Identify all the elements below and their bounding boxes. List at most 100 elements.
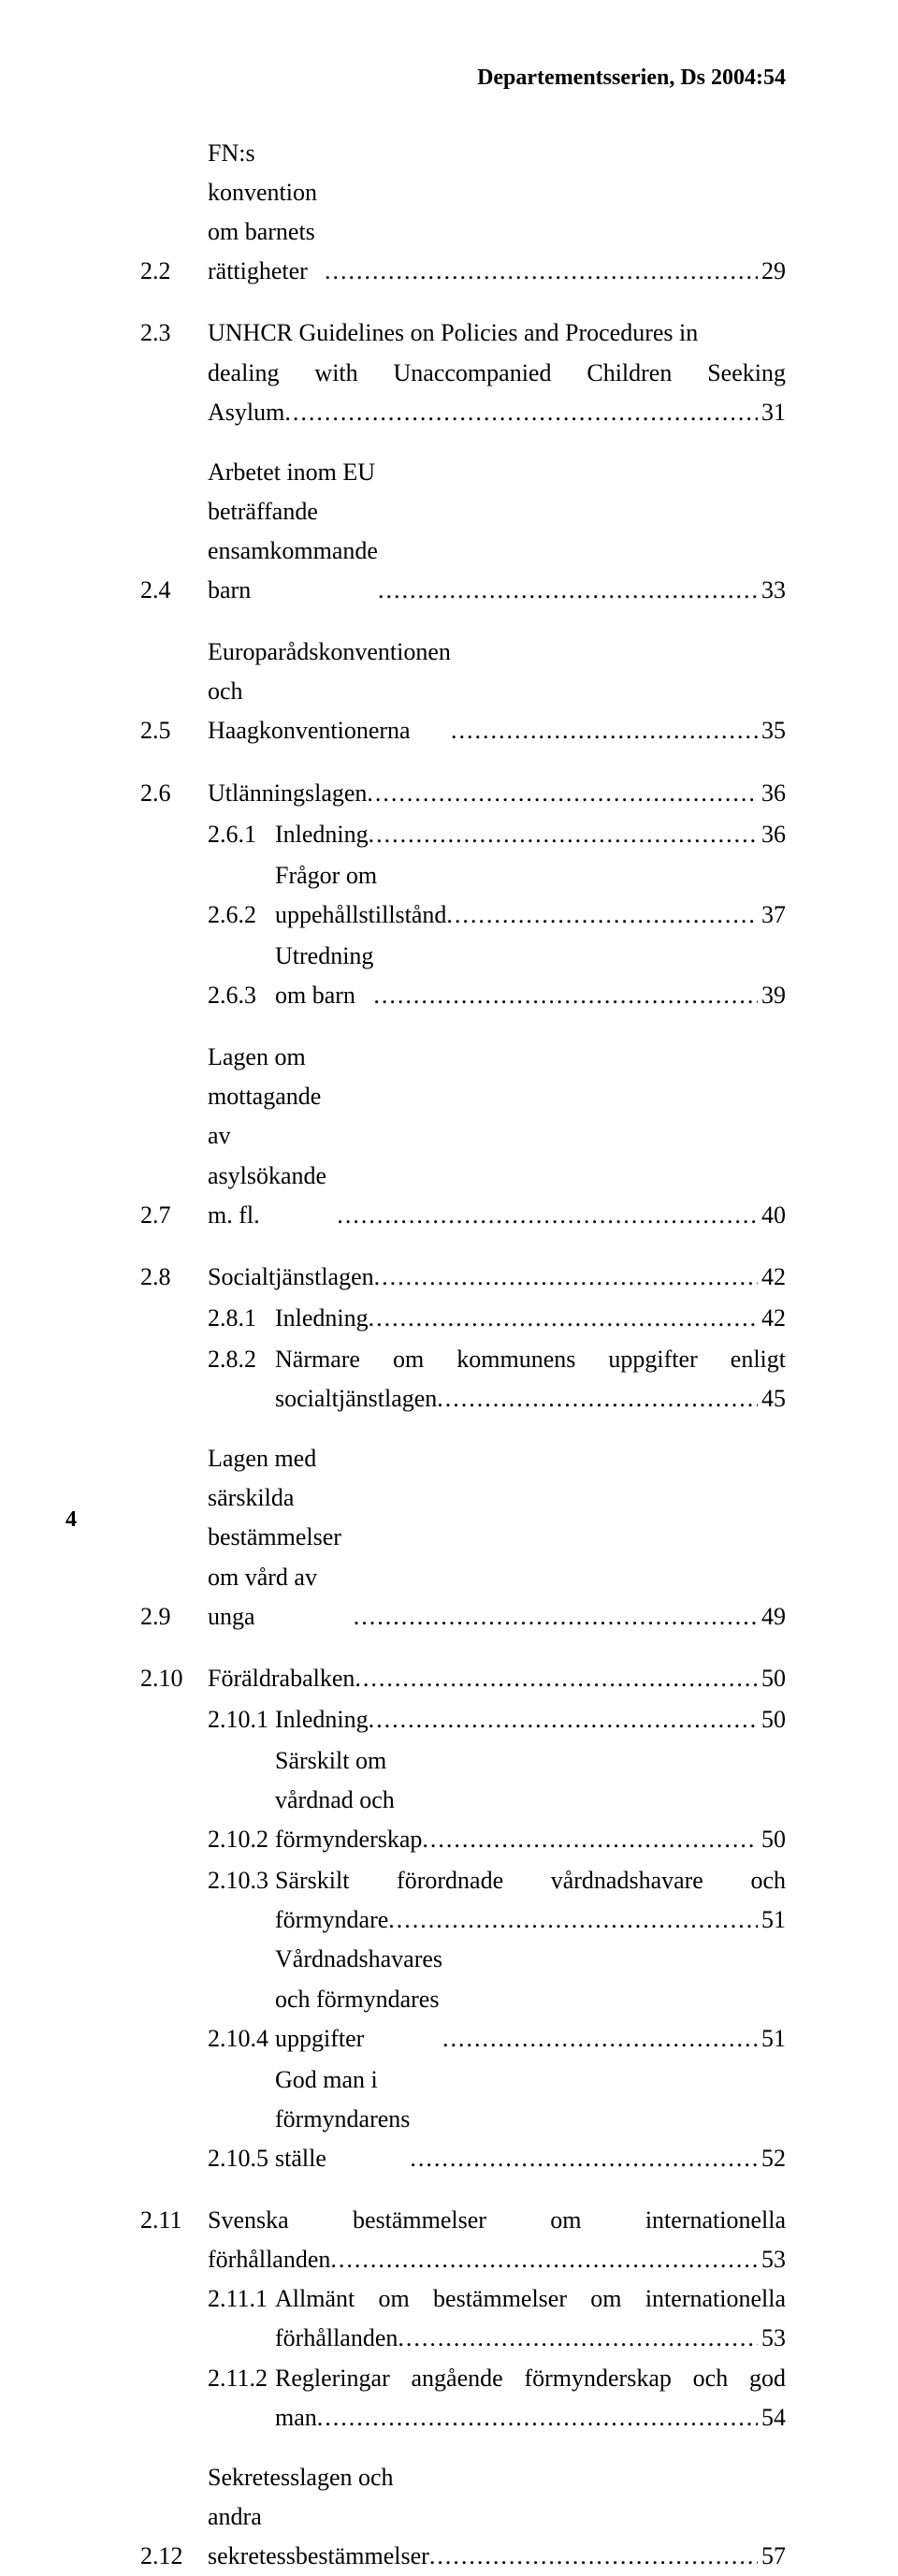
toc-entry-number: 2.12	[140, 2537, 208, 2576]
toc-entry-title: Regleringar angående förmynderskap och g…	[275, 2359, 786, 2398]
page-number: 4	[65, 1507, 77, 1533]
toc-entry-number: 2.8.2	[208, 1340, 275, 1379]
toc-entry-title: Särskilt om vårdnad och förmynderskap	[275, 1741, 422, 1859]
toc-entry: 2.4Arbetet inom EU beträffande ensamkomm…	[140, 453, 786, 610]
toc-leader	[337, 1196, 758, 1235]
toc-entry-number: 2.8	[140, 1258, 208, 1297]
toc-entry-page: 42	[758, 1299, 786, 1338]
toc-entry-number: 2.2	[140, 252, 208, 291]
toc-leader	[429, 2537, 758, 2576]
toc-entry-number: 2.7	[140, 1196, 208, 1235]
toc-leader	[355, 1659, 758, 1698]
toc-entry-title: Vårdnadshavares och förmyndares uppgifte…	[275, 1940, 442, 2058]
toc-entry-number: 2.11.2	[208, 2359, 275, 2398]
toc-entry-page: 45	[758, 1379, 786, 1419]
toc-entry-page: 37	[758, 895, 786, 935]
toc-entry: 2.7Lagen om mottagande av asylsökande m.…	[140, 1038, 786, 1235]
toc-gap	[140, 293, 786, 313]
toc-entry-title: förmyndare	[275, 1900, 388, 1940]
toc-leader	[317, 2398, 758, 2438]
toc-entry-number: 2.11.1	[208, 2279, 275, 2319]
toc-entry-title: Inledning	[275, 815, 369, 854]
toc-entry-number: 2.5	[140, 711, 208, 750]
toc-entry-page: 29	[758, 252, 786, 291]
toc-entry-page: 51	[758, 2019, 786, 2059]
toc-entry-number: 2.3	[140, 313, 208, 353]
toc-entry-page: 39	[758, 976, 786, 1015]
toc-entry-page: 36	[758, 774, 786, 813]
toc-entry: 2.11Svenska bestämmelser om internatione…	[140, 2201, 786, 2240]
toc-entry-number: 2.6	[140, 774, 208, 813]
toc-entry-title: God man i förmyndarens ställe	[275, 2060, 410, 2178]
toc-leader	[446, 895, 758, 935]
toc-entry-title: Allmänt om bestämmelser om internationel…	[275, 2279, 786, 2319]
toc-entry-page: 52	[758, 2139, 786, 2178]
toc-leader	[369, 1299, 758, 1338]
toc-entry-continuation: man54	[140, 2398, 786, 2438]
toc-entry-title: FN:s konvention om barnets rättigheter	[208, 134, 325, 291]
toc-entry-number: 2.10.4	[208, 2019, 275, 2059]
toc-entry-title: UNHCR Guidelines on Policies and Procedu…	[208, 313, 786, 353]
toc-entry: 2.10.3Särskilt förordnade vårdnadshavare…	[140, 1861, 786, 1900]
toc-entry: 2.6Utlänningslagen 36	[140, 774, 786, 813]
toc-entry-page: 50	[758, 1659, 786, 1698]
toc-entry-title: Särskilt förordnade vårdnadshavare och	[275, 1861, 786, 1900]
toc-entry-title: Lagen med särskilda bestämmelser om vård…	[208, 1439, 354, 1637]
running-header: Departementsserien, Ds 2004:54	[140, 65, 786, 91]
toc-entry-number: 2.10	[140, 1659, 208, 1698]
toc-entry-number: 2.10.5	[208, 2139, 275, 2178]
toc-entry-page: 42	[758, 1258, 786, 1297]
toc-entry-number: 2.11	[140, 2201, 208, 2240]
toc-entry-continuation: dealing with Unaccompanied Children Seek…	[140, 354, 786, 393]
toc-entry-number: 2.10.1	[208, 1700, 275, 1739]
toc-entry-number: 2.10.2	[208, 1820, 275, 1859]
toc-entry-number: 2.10.3	[208, 1861, 275, 1900]
toc-entry-continuation: socialtjänstlagen45	[140, 1379, 786, 1419]
toc-gap	[140, 432, 786, 453]
toc-entry-continuation: Asylum 31	[140, 393, 786, 432]
toc-entry-page: 49	[758, 1597, 786, 1637]
toc-entry: 2.10Föräldrabalken 50	[140, 1659, 786, 1698]
toc-entry-title: förhållanden	[275, 2319, 398, 2358]
toc-entry: 2.6.3Utredning om barn39	[140, 937, 786, 1015]
toc-gap	[140, 1237, 786, 1258]
toc-entry-title: Utlänningslagen	[208, 774, 367, 813]
toc-entry: 2.3UNHCR Guidelines on Policies and Proc…	[140, 313, 786, 353]
toc-gap	[140, 1017, 786, 1038]
toc-entry-title: Närmare om kommunens uppgifter enligt	[275, 1340, 786, 1379]
toc-entry-title: Föräldrabalken	[208, 1659, 355, 1698]
toc-entry-page: 31	[758, 393, 786, 432]
table-of-contents: 2.2FN:s konvention om barnets rättighete…	[140, 134, 786, 2576]
toc-entry-continuation: förmyndare 51	[140, 1900, 786, 1940]
toc-entry: 2.9Lagen med särskilda bestämmelser om v…	[140, 1439, 786, 1637]
toc-entry: 2.5Europarådskonventionen och Haagkonven…	[140, 633, 786, 750]
toc-entry: 2.10.5God man i förmyndarens ställe 52	[140, 2060, 786, 2178]
toc-gap	[140, 2438, 786, 2458]
toc-entry: 2.12Sekretesslagen och andra sekretessbe…	[140, 2458, 786, 2576]
toc-entry-page: 35	[758, 711, 786, 750]
toc-entry-title: Lagen om mottagande av asylsökande m. fl…	[208, 1038, 337, 1235]
toc-leader	[410, 2139, 758, 2178]
toc-leader	[422, 1820, 758, 1859]
toc-entry-number: 2.6.3	[208, 976, 275, 1015]
toc-entry-page: 57	[758, 2537, 786, 2576]
toc-gap	[140, 1638, 786, 1659]
toc-leader	[367, 774, 758, 813]
toc-entry-number: 2.9	[140, 1597, 208, 1637]
toc-leader	[284, 393, 758, 432]
toc-leader	[354, 1597, 758, 1637]
toc-entry-title: Frågor om uppehållstillstånd	[275, 856, 446, 935]
toc-entry: 2.6.2Frågor om uppehållstillstånd37	[140, 856, 786, 935]
toc-leader	[369, 815, 758, 854]
toc-gap	[140, 1419, 786, 1439]
toc-entry-title: Asylum	[208, 393, 284, 432]
toc-entry-number: 2.8.1	[208, 1299, 275, 1338]
toc-leader	[378, 571, 758, 610]
toc-entry: 2.10.1Inledning50	[140, 1700, 786, 1739]
toc-entry-title: Inledning	[275, 1700, 369, 1739]
toc-leader	[442, 2019, 758, 2059]
toc-entry: 2.10.2Särskilt om vårdnad och förmynders…	[140, 1741, 786, 1859]
toc-entry-page: 51	[758, 1900, 786, 1940]
toc-leader	[388, 1900, 758, 1940]
toc-entry-continuation: förhållanden53	[140, 2319, 786, 2358]
